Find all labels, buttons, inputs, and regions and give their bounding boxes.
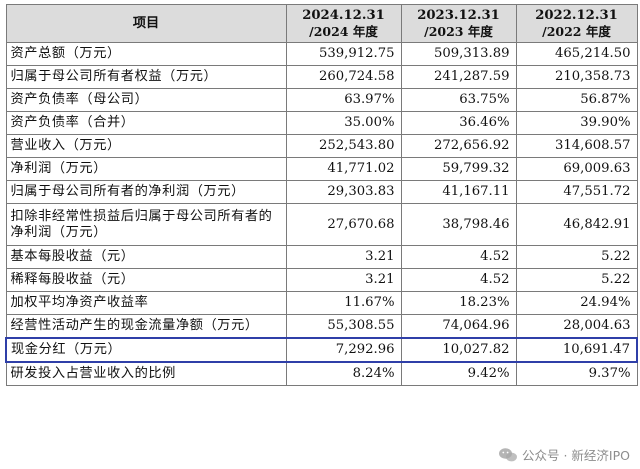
cell-value: 8.24% [285, 361, 402, 386]
header-date: 2023.12.31 [417, 7, 500, 23]
cell-value: 509,313.89 [400, 42, 517, 66]
header-year: /2023 年度 [424, 23, 493, 39]
row-label: 归属于母公司所有者的净利润（万元） [5, 180, 287, 204]
cell-value: 47,551.72 [515, 180, 638, 204]
table-row: 资产负债率（母公司） 63.97% 63.75% 56.87% [5, 88, 638, 112]
cell-value: 28,004.63 [515, 314, 638, 339]
watermark: 公众号 · 新经济IPO [498, 445, 630, 464]
cell-value: 46,842.91 [515, 203, 638, 246]
row-label: 加权平均净资产收益率 [5, 291, 287, 315]
cell-value: 260,724.58 [285, 65, 402, 89]
cell-value: 465,214.50 [515, 42, 638, 66]
header-period-2024: 2024.12.31 /2024 年度 [285, 4, 402, 43]
row-label: 现金分红（万元） [5, 337, 287, 363]
table-row: 资产总额（万元） 539,912.75 509,313.89 465,214.5… [5, 42, 638, 66]
header-period-2023: 2023.12.31 /2023 年度 [400, 4, 517, 43]
row-label: 归属于母公司所有者权益（万元） [5, 65, 287, 89]
row-label: 基本每股收益（元） [5, 245, 287, 269]
cell-value: 5.22 [515, 245, 638, 269]
table-header-row: 项目 2024.12.31 /2024 年度 2023.12.31 /2023 … [5, 4, 638, 43]
header-period-2022: 2022.12.31 /2022 年度 [515, 4, 638, 43]
cell-value: 27,670.68 [285, 203, 402, 246]
header-year: /2022 年度 [542, 23, 611, 39]
cell-value: 38,798.46 [400, 203, 517, 246]
header-item: 项目 [5, 4, 287, 43]
cell-value: 74,064.96 [400, 314, 517, 339]
table-row: 研发投入占营业收入的比例 8.24% 9.42% 9.37% [5, 361, 638, 386]
cell-value: 59,799.32 [400, 157, 517, 181]
cell-value: 3.21 [285, 268, 402, 292]
cell-value: 10,691.47 [515, 337, 638, 363]
header-date: 2024.12.31 [302, 7, 385, 23]
cell-value: 7,292.96 [285, 337, 402, 363]
cell-value: 39.90% [515, 111, 638, 135]
cell-value: 63.75% [400, 88, 517, 112]
cell-value: 56.87% [515, 88, 638, 112]
row-label: 资产总额（万元） [5, 42, 287, 66]
row-label: 净利润（万元） [5, 157, 287, 181]
table-row: 基本每股收益（元） 3.21 4.52 5.22 [5, 245, 638, 269]
row-label: 资产负债率（母公司） [5, 88, 287, 112]
table-row: 营业收入（万元） 252,543.80 272,656.92 314,608.5… [5, 134, 638, 158]
row-label: 扣除非经常性损益后归属于母公司所有者的净利润（万元） [5, 203, 287, 246]
cell-value: 11.67% [285, 291, 402, 315]
row-label: 稀释每股收益（元） [5, 268, 287, 292]
cell-value: 272,656.92 [400, 134, 517, 158]
row-label: 经营性活动产生的现金流量净额（万元） [5, 314, 287, 339]
cell-value: 3.21 [285, 245, 402, 269]
table-row: 归属于母公司所有者的净利润（万元） 29,303.83 41,167.11 47… [5, 180, 638, 204]
table-row: 经营性活动产生的现金流量净额（万元） 55,308.55 74,064.96 2… [5, 314, 638, 339]
table-row: 扣除非经常性损益后归属于母公司所有者的净利润（万元） 27,670.68 38,… [5, 203, 638, 246]
cell-value: 41,771.02 [285, 157, 402, 181]
cell-value: 252,543.80 [285, 134, 402, 158]
cell-value: 24.94% [515, 291, 638, 315]
header-date: 2022.12.31 [535, 7, 618, 23]
table-row-highlighted: 现金分红（万元） 7,292.96 10,027.82 10,691.47 [5, 337, 638, 363]
cell-value: 314,608.57 [515, 134, 638, 158]
cell-value: 9.42% [400, 361, 517, 386]
table-row: 稀释每股收益（元） 3.21 4.52 5.22 [5, 268, 638, 292]
cell-value: 29,303.83 [285, 180, 402, 204]
table-row: 净利润（万元） 41,771.02 59,799.32 69,009.63 [5, 157, 638, 181]
cell-value: 4.52 [400, 268, 517, 292]
cell-value: 241,287.59 [400, 65, 517, 89]
cell-value: 36.46% [400, 111, 517, 135]
row-label: 研发投入占营业收入的比例 [5, 361, 287, 386]
header-year: /2024 年度 [309, 23, 378, 39]
cell-value: 4.52 [400, 245, 517, 269]
cell-value: 210,358.73 [515, 65, 638, 89]
table-row: 资产负债率（合并） 35.00% 36.46% 39.90% [5, 111, 638, 135]
table-row: 归属于母公司所有者权益（万元） 260,724.58 241,287.59 21… [5, 65, 638, 89]
cell-value: 10,027.82 [400, 337, 517, 363]
financial-data-table: 项目 2024.12.31 /2024 年度 2023.12.31 /2023 … [5, 4, 638, 386]
row-label: 营业收入（万元） [5, 134, 287, 158]
watermark-text: 公众号 · 新经济IPO [522, 448, 630, 463]
cell-value: 69,009.63 [515, 157, 638, 181]
cell-value: 55,308.55 [285, 314, 402, 339]
cell-value: 9.37% [515, 361, 638, 386]
row-label: 资产负债率（合并） [5, 111, 287, 135]
cell-value: 35.00% [285, 111, 402, 135]
wechat-icon [499, 447, 518, 461]
cell-value: 539,912.75 [285, 42, 402, 66]
cell-value: 63.97% [285, 88, 402, 112]
cell-value: 5.22 [515, 268, 638, 292]
table-row: 加权平均净资产收益率 11.67% 18.23% 24.94% [5, 291, 638, 315]
cell-value: 41,167.11 [400, 180, 517, 204]
cell-value: 18.23% [400, 291, 517, 315]
